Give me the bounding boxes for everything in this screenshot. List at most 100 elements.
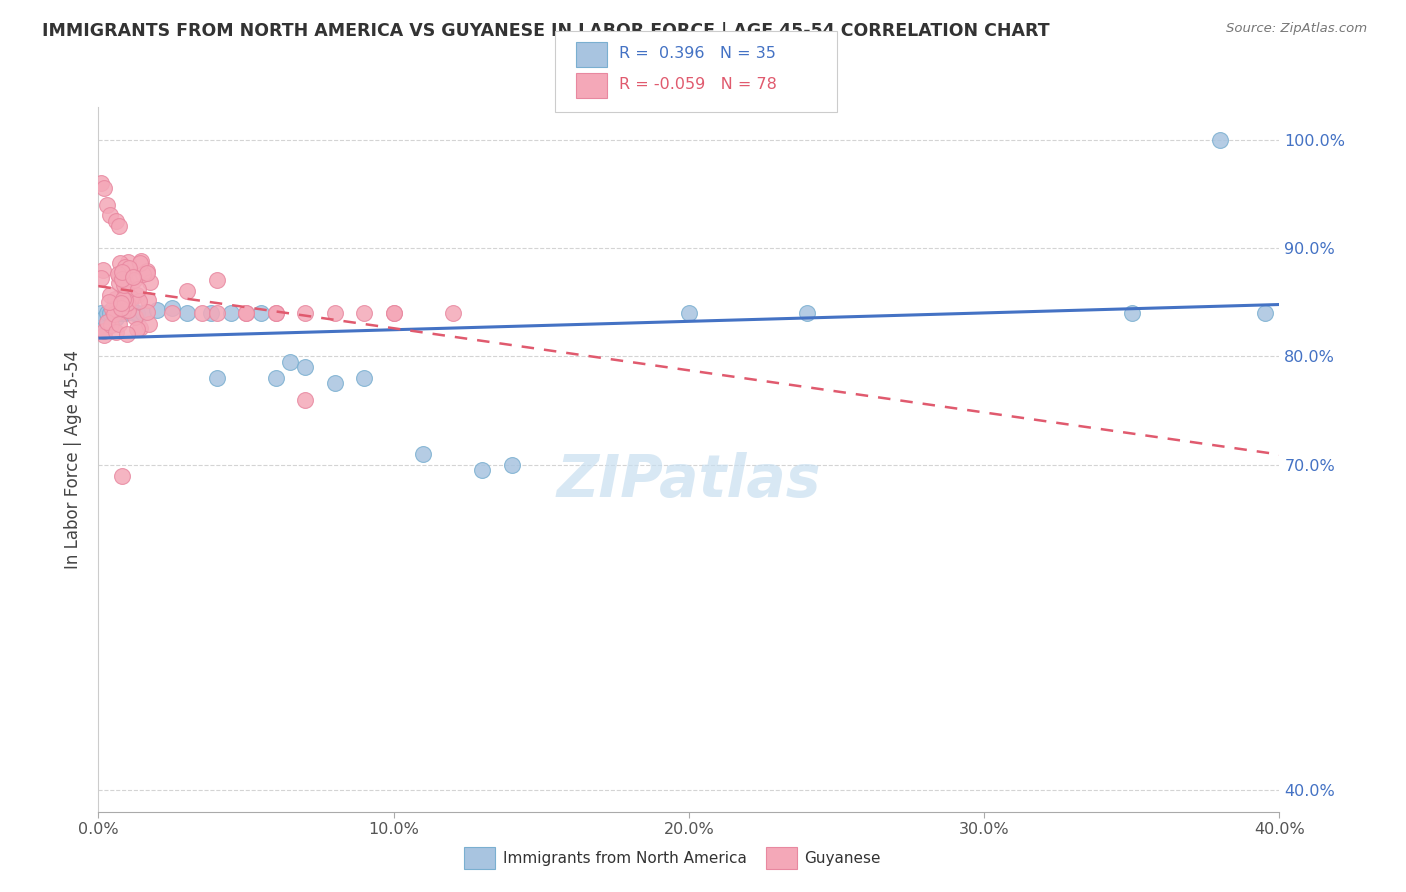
Point [678,306,700,320]
Point [121,270,143,285]
Point [107,277,129,291]
Point [93,311,115,326]
Point [128,293,150,308]
Point [112,277,135,292]
Point [118,261,141,276]
Point [98,209,121,223]
Point [136,293,159,307]
Point [114,283,136,297]
Point [294,360,316,375]
Point [93,327,115,342]
Point [124,268,146,283]
Point [135,266,157,280]
Point [200,306,222,320]
Point [115,327,138,342]
Point [111,265,134,279]
Point [114,293,136,307]
Point [103,304,125,318]
Point [264,306,287,320]
Point [105,311,128,326]
Point [162,301,183,315]
Point [205,306,228,320]
Point [114,260,136,275]
Point [117,255,139,269]
Point [1121,306,1143,320]
Point [98,306,121,320]
Point [91,263,114,277]
Point [117,302,139,317]
Text: IMMIGRANTS FROM NORTH AMERICA VS GUYANESE IN LABOR FORCE | AGE 45-54 CORRELATION: IMMIGRANTS FROM NORTH AMERICA VS GUYANES… [42,22,1050,40]
Point [235,306,257,320]
Point [107,267,129,281]
Point [353,306,375,320]
Point [135,305,157,319]
Point [114,306,136,320]
Point [108,219,131,234]
Point [98,295,121,310]
Point [108,317,131,331]
Point [176,285,198,299]
Point [111,272,134,286]
Point [103,307,125,321]
Y-axis label: In Labor Force | Age 45-54: In Labor Force | Age 45-54 [63,350,82,569]
Point [128,256,150,270]
Point [250,306,273,320]
Point [353,371,375,385]
Point [100,288,122,302]
Point [501,458,523,472]
Point [471,463,494,477]
Text: R =  0.396   N = 35: R = 0.396 N = 35 [619,46,776,61]
Point [205,273,228,287]
Point [122,273,145,287]
Point [108,256,131,270]
Point [138,318,160,332]
Point [796,306,818,320]
Point [90,176,112,190]
Point [412,447,434,461]
Point [264,306,287,320]
Point [264,371,287,385]
Point [205,371,228,385]
Point [111,468,134,483]
Point [132,267,155,281]
Point [103,306,125,320]
Point [90,306,112,320]
Point [382,306,405,320]
Point [110,295,132,310]
Point [105,325,128,339]
Point [112,292,135,306]
Point [129,320,152,334]
Point [127,282,149,296]
Text: Immigrants from North America: Immigrants from North America [503,851,747,865]
Point [105,214,128,228]
Point [221,306,243,320]
Point [125,322,148,336]
Point [131,254,153,268]
Point [108,268,131,283]
Point [96,315,118,329]
Point [108,306,131,320]
Text: Guyanese: Guyanese [804,851,880,865]
Point [124,310,146,324]
Point [111,274,134,288]
Text: R = -0.059   N = 78: R = -0.059 N = 78 [619,78,776,92]
Point [162,306,183,320]
Point [235,306,257,320]
Point [122,306,145,320]
Point [104,292,127,306]
Point [93,181,115,195]
Point [115,296,138,310]
Point [323,306,346,320]
Point [117,303,139,318]
Point [1209,132,1232,146]
Point [112,267,135,281]
Point [176,306,198,320]
Point [114,276,136,290]
Point [125,306,148,320]
Point [1254,306,1277,320]
Point [100,318,122,332]
Point [323,376,346,391]
Point [111,306,134,320]
Point [120,291,142,305]
Point [294,306,316,320]
